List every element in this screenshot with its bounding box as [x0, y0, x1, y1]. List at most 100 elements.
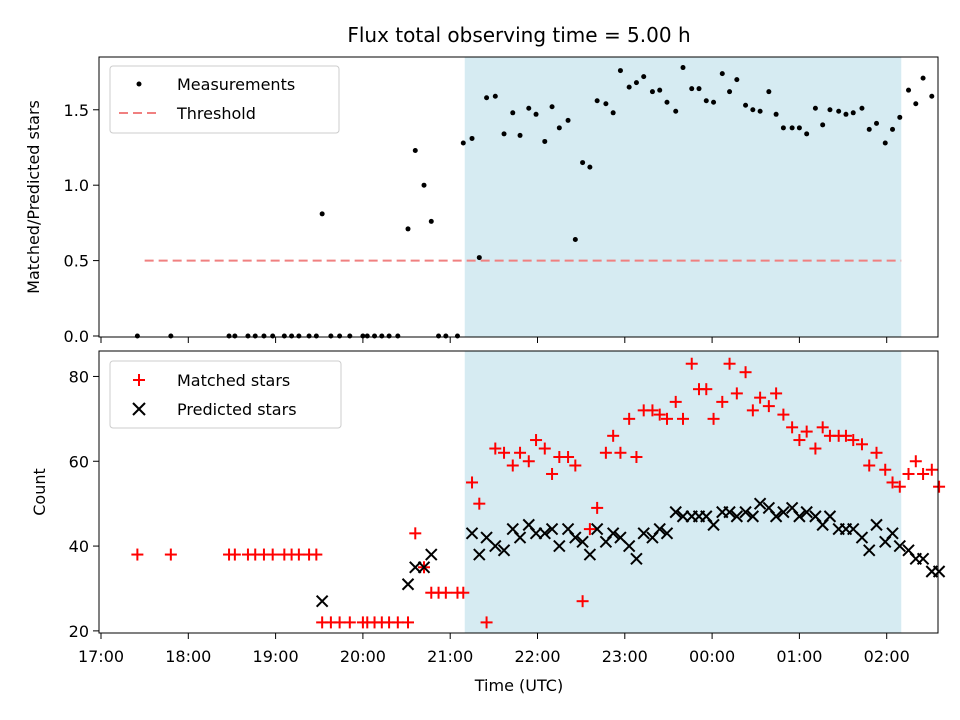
matched-star-point	[546, 467, 559, 480]
matched-star-point	[685, 357, 698, 370]
measurement-point	[727, 89, 733, 95]
matched-star-point	[310, 548, 323, 561]
predicted-star-point	[545, 522, 559, 536]
y-tick-label: 0.0	[64, 327, 89, 346]
measurement-point	[328, 333, 334, 339]
measurement-point	[421, 182, 427, 188]
legend-measurements-marker	[136, 81, 142, 87]
legend-matched-marker	[133, 374, 145, 386]
measurement-point	[510, 110, 516, 116]
predicted-star-point	[590, 522, 604, 536]
matched-star-point	[164, 548, 177, 561]
measurement-point	[484, 95, 490, 101]
predicted-star-point	[932, 565, 946, 578]
predicted-star-point	[739, 505, 752, 519]
x-tick-label: 01:00	[776, 647, 822, 666]
matched-star-point	[746, 404, 759, 417]
measurement-point	[501, 131, 507, 137]
measurement-point	[549, 104, 555, 110]
legend-measurements-label: Measurements	[177, 75, 295, 94]
measurement-point	[773, 111, 779, 117]
measurement-point	[689, 86, 695, 92]
top-legend: Measurements Threshold	[109, 65, 340, 134]
measurement-point	[252, 333, 258, 339]
measurement-point	[866, 126, 872, 132]
measurement-point	[804, 131, 810, 137]
top-legend-box	[109, 65, 340, 134]
legend-threshold-label: Threshold	[176, 104, 256, 123]
matched-star-point	[514, 446, 527, 459]
predicted-star-point	[606, 527, 620, 540]
bottom-legend: Matched stars Predicted stars	[109, 360, 342, 429]
measurement-point	[850, 110, 856, 116]
matched-star-point	[816, 421, 829, 434]
predicted-star-point	[730, 510, 744, 523]
measurement-point	[379, 333, 385, 339]
measurement-point	[270, 333, 276, 339]
legend-predicted-label: Predicted stars	[177, 400, 297, 419]
measurement-point	[281, 333, 287, 339]
matched-star-point	[576, 595, 589, 608]
predicted-star-point	[576, 535, 589, 549]
predicted-star-point	[653, 522, 666, 536]
predicted-star-point	[723, 505, 736, 519]
measurement-point	[743, 102, 749, 108]
measurement-point	[874, 120, 880, 126]
measurement-point	[372, 333, 378, 339]
measurement-point	[766, 89, 772, 95]
top-plot-frame	[98, 56, 939, 338]
predicted-star-point	[746, 510, 760, 523]
matched-star-point	[730, 387, 743, 400]
measurement-point	[859, 105, 865, 111]
predicted-star-point	[769, 510, 783, 523]
measurement-point	[517, 132, 523, 138]
predicted-star-point	[863, 544, 876, 557]
bottom-plot-frame	[98, 350, 939, 634]
measurement-point	[680, 65, 686, 71]
y-tick-label: 20	[69, 622, 89, 641]
matched-star-point	[457, 586, 470, 599]
matched-star-point	[793, 434, 806, 447]
measurement-point	[347, 333, 353, 339]
measurement-point	[827, 107, 833, 113]
measurement-point	[587, 164, 593, 170]
matched-star-point	[917, 467, 930, 480]
x-tick-label: 22:00	[514, 647, 560, 666]
measurement-point	[476, 255, 482, 261]
measurement-point	[364, 333, 370, 339]
measurement-point	[289, 333, 295, 339]
measurement-point	[913, 101, 919, 107]
predicted-star-point	[886, 527, 899, 540]
measurement-point	[245, 333, 251, 339]
matched-star-point	[933, 480, 946, 493]
measurement-point	[657, 87, 663, 93]
measurement-point	[890, 126, 896, 132]
matched-star-point	[754, 391, 767, 404]
measurement-point	[337, 333, 343, 339]
matched-star-point	[498, 446, 511, 459]
measurement-point	[836, 108, 842, 114]
matched-star-point	[707, 412, 720, 425]
predicted-star-point	[489, 539, 502, 553]
matched-star-point	[909, 455, 922, 468]
measurement-point	[626, 84, 632, 90]
predicted-star-point	[473, 548, 486, 561]
measurement-point	[696, 86, 702, 92]
matched-star-point	[893, 480, 906, 493]
predicted-star-point	[569, 531, 582, 544]
measurement-point	[906, 87, 912, 93]
matched-star-point	[925, 463, 938, 476]
measurement-point	[812, 105, 818, 111]
measurement-point	[719, 71, 725, 77]
predicted-star-point	[553, 539, 566, 553]
measurement-point	[610, 110, 616, 116]
measurement-point	[641, 74, 647, 80]
measurement-point	[664, 99, 670, 105]
matched-star-point	[879, 463, 892, 476]
predicted-star-point	[870, 518, 883, 532]
x-tick-label: 02:00	[864, 647, 910, 666]
matched-star-point	[343, 616, 356, 629]
top-shaded-region	[464, 57, 902, 337]
measurement-point	[313, 333, 319, 339]
x-tick-label: 21:00	[427, 647, 473, 666]
